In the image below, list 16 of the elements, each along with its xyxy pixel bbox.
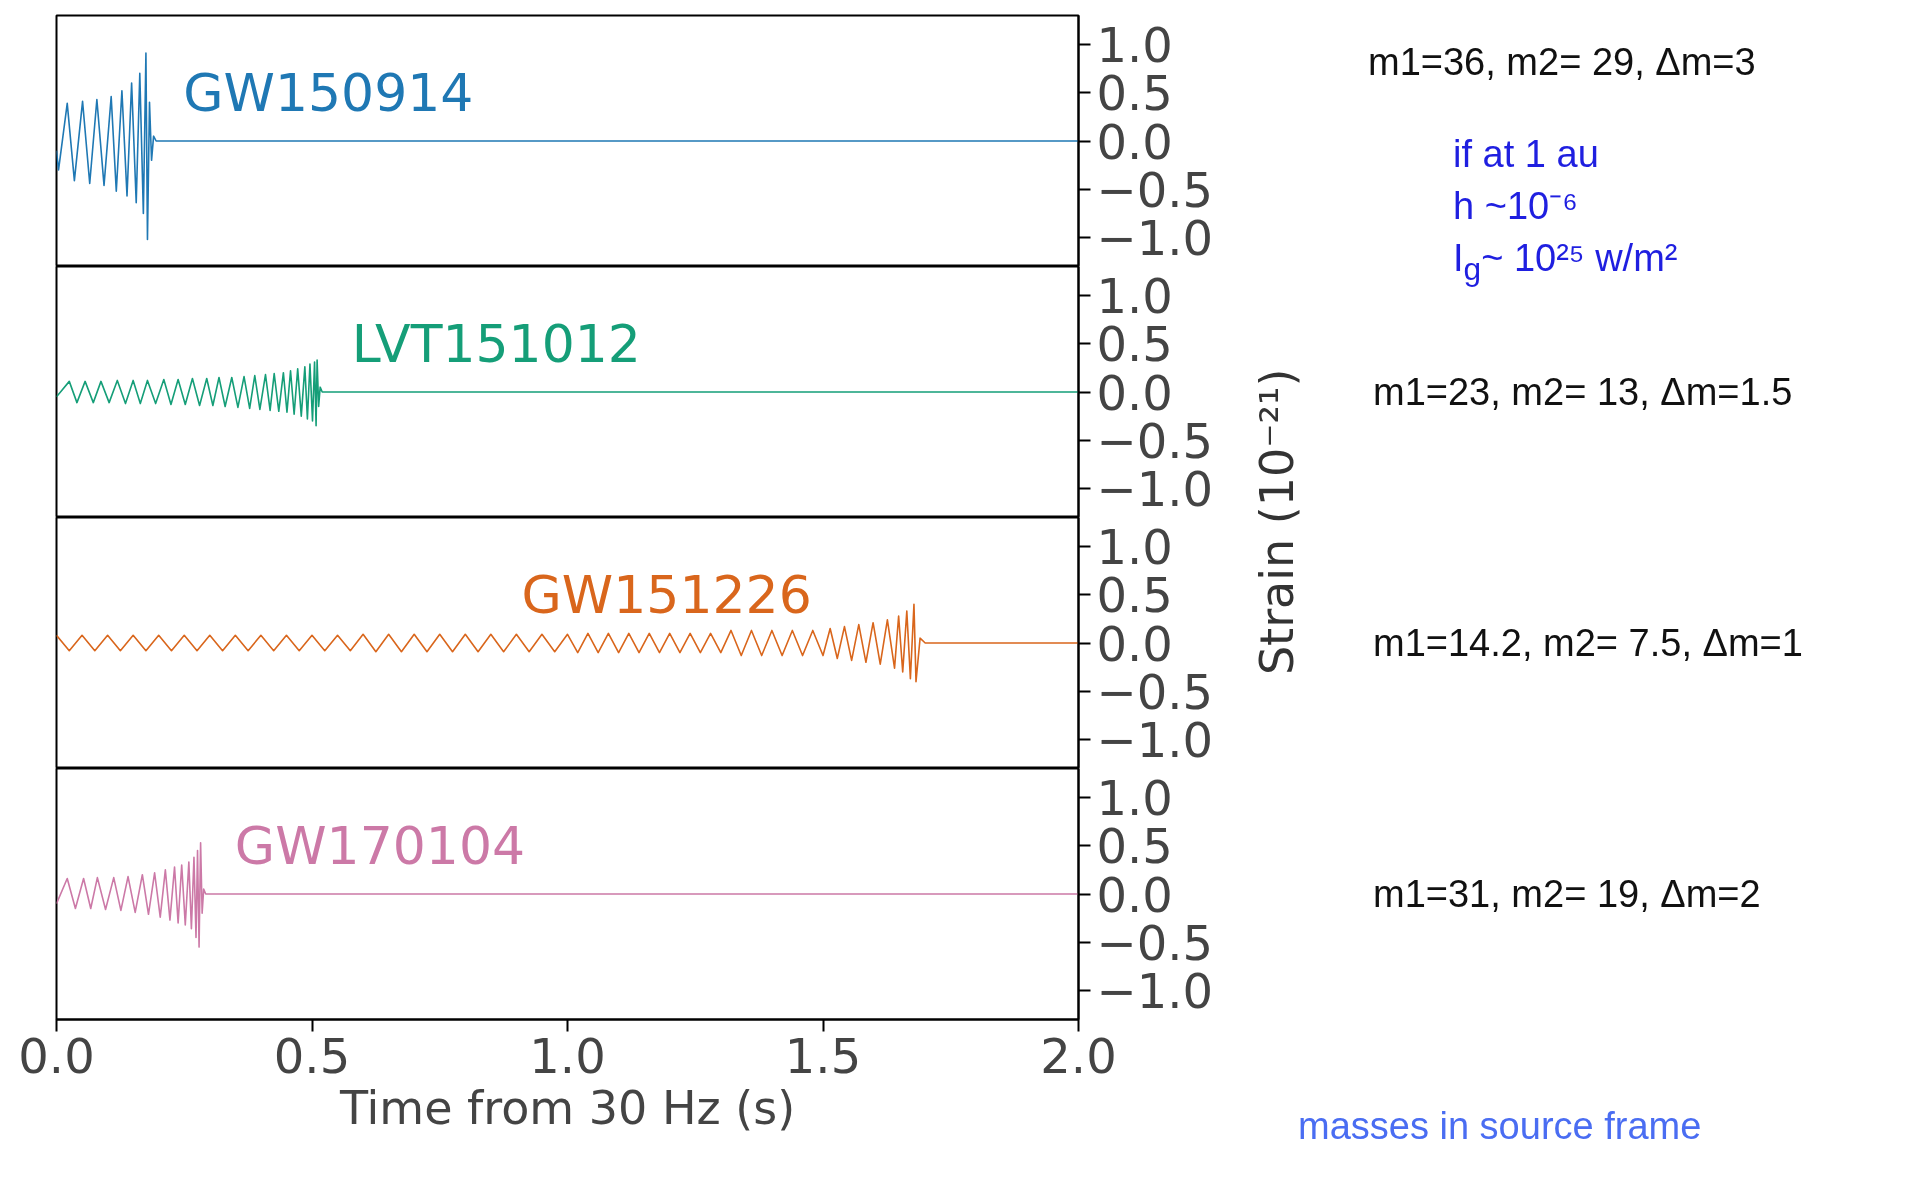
text: m1=14.2, m2= 7.5, Δm=1 bbox=[1373, 621, 1803, 666]
series-label: LVT151012 bbox=[351, 313, 641, 374]
text: if at 1 au bbox=[1453, 132, 1599, 177]
text: I$_{g}$~ 10²⁵ w/m² bbox=[1453, 236, 1678, 289]
text: masses in source frame bbox=[1298, 1104, 1702, 1149]
series-label: GW151226 bbox=[521, 564, 812, 625]
text: m1=31, m2= 19, Δm=2 bbox=[1373, 872, 1761, 917]
text: h ~10⁻⁶ bbox=[1453, 184, 1578, 229]
text: m1=36, m2= 29, Δm=3 bbox=[1368, 40, 1756, 85]
line-series bbox=[56, 52, 1079, 241]
x-tick-label: 0.0 bbox=[18, 1027, 95, 1084]
y-axis-title: Strain (10⁻²¹) bbox=[1249, 367, 1306, 678]
series-label: GW170104 bbox=[234, 815, 526, 876]
series-label: GW150914 bbox=[183, 62, 474, 123]
x-tick-label: 2.0 bbox=[1040, 1027, 1117, 1084]
text: m1=23, m2= 13, Δm=1.5 bbox=[1373, 370, 1793, 415]
